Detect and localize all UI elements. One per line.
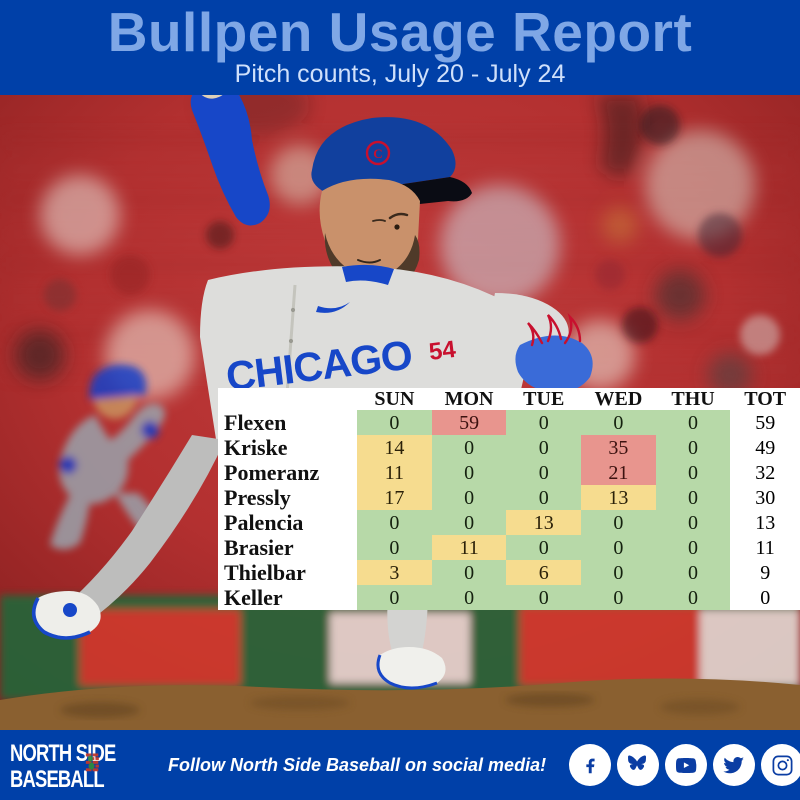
svg-text:54: 54 — [427, 336, 457, 366]
svg-text:C: C — [373, 146, 382, 161]
